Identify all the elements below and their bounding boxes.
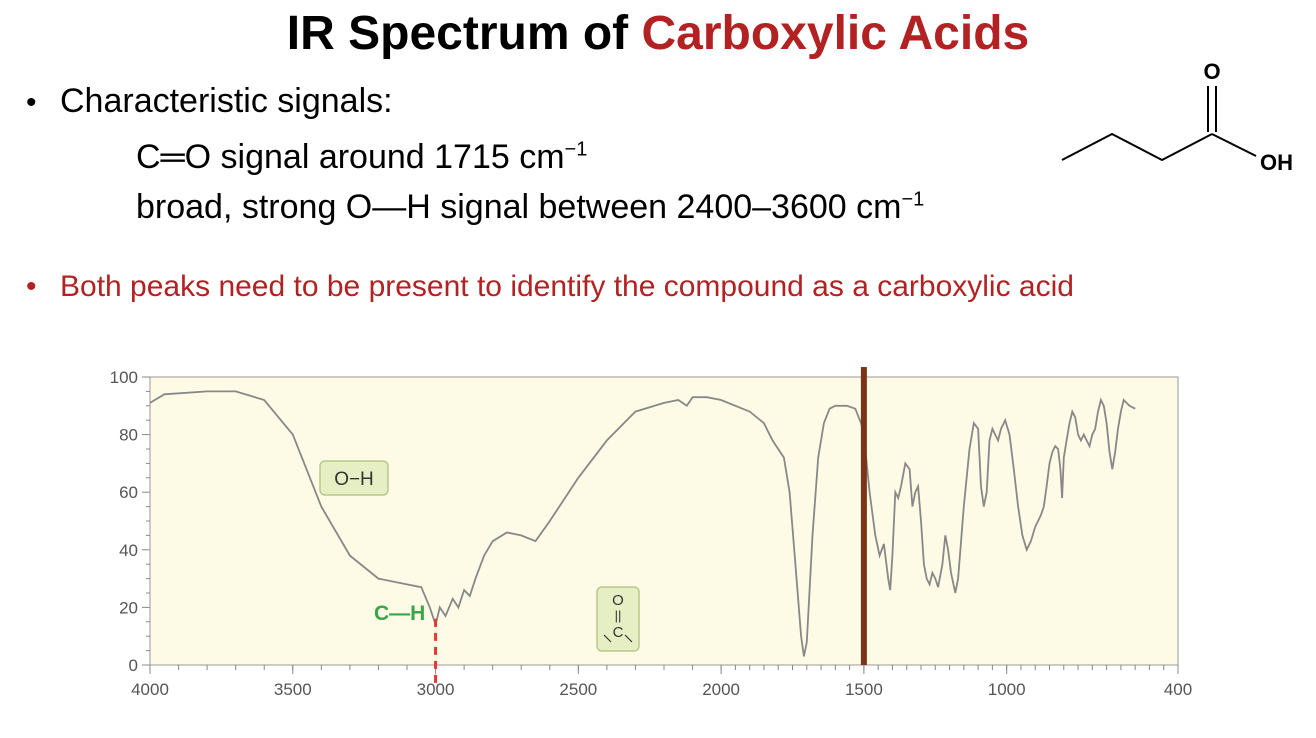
carbonyl-oxygen: O: [612, 592, 624, 609]
y-tick-label: 60: [119, 483, 138, 502]
y-axis-ticks: 0 20 40 60 80 100: [110, 368, 150, 675]
signal-oh-unit: −1: [901, 188, 925, 211]
ir-spectrum-chart: 0 20 40 60 80 100 4000 3500 3000 2500 2000 1500 100…: [110, 367, 1192, 699]
bullet-both-peaks: Both peaks need to be present to identif…: [60, 270, 1074, 303]
ch-label: C—H: [374, 602, 425, 625]
oxygen-label: O: [1203, 59, 1220, 84]
bullet-characteristic: Characteristic signals:: [60, 82, 393, 120]
oh-label-background: [319, 460, 389, 496]
carbonyl-label-background: [596, 586, 640, 652]
y-tick-label: 100: [110, 368, 138, 387]
y-tick-label: 20: [119, 598, 138, 617]
carbonyl-bond: ||: [615, 608, 622, 623]
oh-label-box: O−H: [319, 460, 389, 496]
x-tick-label: 1000: [988, 680, 1026, 699]
carbonyl-right-bond: [624, 634, 633, 643]
oh-label: O−H: [334, 469, 374, 490]
x-tick-label: 3500: [274, 680, 312, 699]
carbonyl-label-box: O || C: [596, 586, 640, 652]
c-oh-bond: [1211, 133, 1257, 157]
bullet-dot-2: •: [26, 270, 37, 303]
x-tick-label: 400: [1164, 680, 1192, 699]
page-title: IR Spectrum of Carboxylic Acids: [0, 6, 1316, 61]
carbonyl-carbon: C: [613, 624, 624, 641]
x-tick-label: 3000: [417, 680, 455, 699]
carbon-chain: [1061, 132, 1213, 162]
x-tick-label: 2500: [559, 680, 597, 699]
spectrum-series-line: [149, 390, 1136, 657]
signal-oh: broad, strong O—H signal between 2400–36…: [136, 188, 924, 227]
signal-co: C═O signal around 1715 cm−1: [136, 138, 587, 177]
bullet-dot-1: •: [26, 86, 37, 119]
y-tick-label: 0: [129, 656, 138, 675]
signal-oh-text: broad, strong O—H signal between 2400–36…: [136, 188, 902, 226]
x-tick-label: 1500: [845, 680, 883, 699]
y-tick-label: 80: [119, 426, 138, 445]
x-axis-ticks: 4000 3500 3000 2500 2000 1500 1000 400: [131, 665, 1192, 699]
signal-co-unit: −1: [564, 138, 588, 161]
x-tick-label: 4000: [131, 680, 169, 699]
carbonyl-left-bond: [603, 634, 612, 643]
signal-co-text: C═O signal around 1715 cm: [136, 138, 565, 176]
x-tick-label: 2000: [702, 680, 740, 699]
title-prefix: IR Spectrum of: [286, 7, 642, 60]
title-accent: Carboxylic Acids: [641, 7, 1030, 60]
hydroxyl-label: OH: [1260, 150, 1293, 175]
butanoic-acid-structure: O OH: [1061, 59, 1293, 175]
plot-background: [149, 376, 1179, 666]
y-tick-label: 40: [119, 541, 138, 560]
